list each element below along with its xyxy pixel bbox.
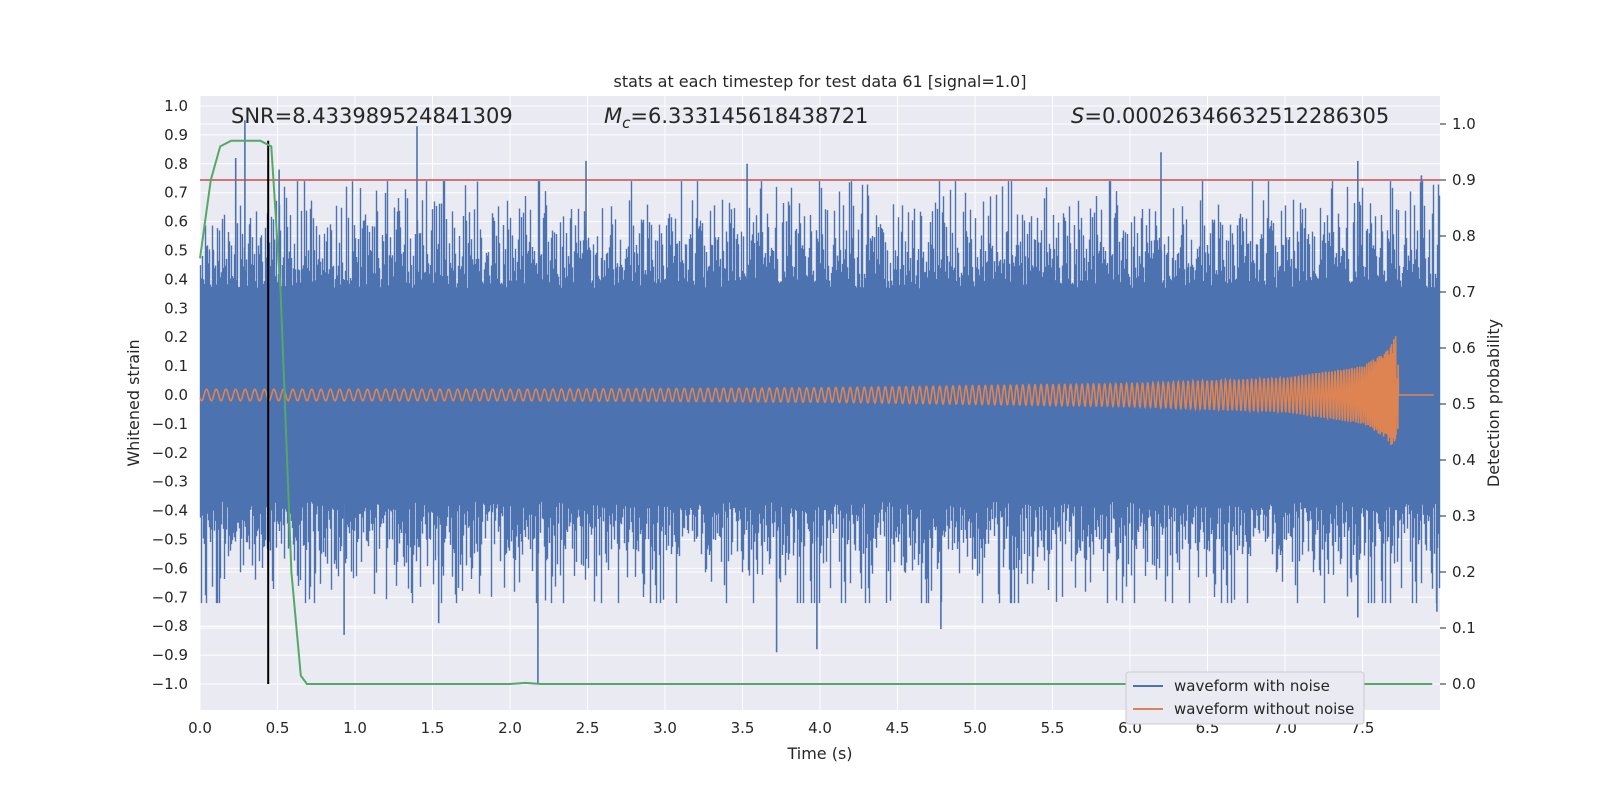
right-tick-label: 0.4 xyxy=(1452,451,1476,469)
y-tick-label: −0.2 xyxy=(152,444,188,462)
x-tick-label: 1.5 xyxy=(421,719,445,737)
right-tick-label: 0.2 xyxy=(1452,563,1476,581)
x-tick-label: 5.0 xyxy=(963,719,987,737)
x-tick-label: 4.0 xyxy=(808,719,832,737)
noise-waveform-peaks xyxy=(234,120,1438,684)
x-tick-label: 0.0 xyxy=(188,719,212,737)
x-tick-label: 3.0 xyxy=(653,719,677,737)
axis-ticks: 1.0 0.9 0.8 0.7 0.6 0.5 0.4 0.3 0.2 0.1 0.0 −0.1 −0.… xyxy=(152,97,1476,737)
y-tick-label: 0.5 xyxy=(164,242,188,260)
right-tick-label: 0.1 xyxy=(1452,619,1476,637)
y-tick-label: 0.9 xyxy=(164,126,188,144)
y-tick-label: −0.4 xyxy=(152,502,188,520)
detection-probability-line xyxy=(199,139,1433,685)
y-tick-label: 1.0 xyxy=(164,97,188,115)
chirp-mass-annotation: Mc=6.333145618438721 xyxy=(604,104,868,132)
mc-value: =6.333145618438721 xyxy=(630,104,868,128)
y-tick-label: 0.8 xyxy=(164,155,188,173)
snr-value: =8.433989524841309 xyxy=(275,104,513,128)
y-tick-label: −0.5 xyxy=(152,531,188,549)
x-tick-label: 2.5 xyxy=(576,719,600,737)
y-tick-label: −0.8 xyxy=(152,617,188,635)
y-axis-label-left: Whitened strain xyxy=(124,339,143,466)
s-annotation: S=0.00026346632512286305 xyxy=(1071,104,1389,128)
legend: waveform with noise waveform without noi… xyxy=(1125,671,1365,725)
snr-annotation: SNR=8.433989524841309 xyxy=(231,104,513,128)
x-tick-label: 2.0 xyxy=(498,719,522,737)
y-tick-label: −1.0 xyxy=(152,675,188,693)
s-value: =0.00026346632512286305 xyxy=(1084,104,1389,128)
legend-label-clean: waveform without noise xyxy=(1174,700,1354,718)
right-tick-label: 0.3 xyxy=(1452,507,1476,525)
right-tick-label: 1.0 xyxy=(1452,115,1476,133)
x-tick-label: 0.5 xyxy=(266,719,290,737)
y-tick-label: −0.3 xyxy=(152,473,188,491)
y-tick-label: 0.7 xyxy=(164,184,188,202)
y-tick-label: 0.6 xyxy=(164,213,188,231)
x-tick-label: 3.5 xyxy=(731,719,755,737)
legend-box xyxy=(1125,671,1365,725)
clean-waveform-path xyxy=(199,336,1434,445)
y-tick-label: −0.9 xyxy=(152,646,188,664)
right-tick-label: 0.5 xyxy=(1452,395,1476,413)
clean-waveform xyxy=(199,336,1434,445)
snr-label: SNR xyxy=(231,104,275,128)
right-tick-label: 0.6 xyxy=(1452,339,1476,357)
mc-label: M xyxy=(604,104,622,128)
x-tick-label: 5.5 xyxy=(1041,719,1065,737)
chart-title: stats at each timestep for test data 61 … xyxy=(614,72,1027,91)
x-tick-label: 1.0 xyxy=(343,719,367,737)
right-tick-label: 0.9 xyxy=(1452,171,1476,189)
y-tick-label: −0.1 xyxy=(152,415,188,433)
right-tick-label: 0.7 xyxy=(1452,283,1476,301)
y-tick-label: 0.0 xyxy=(164,386,188,404)
right-tick-label: 0.8 xyxy=(1452,227,1476,245)
x-tick-label: 4.5 xyxy=(886,719,910,737)
y-tick-label: 0.2 xyxy=(164,328,188,346)
mc-subscript: c xyxy=(622,114,631,132)
overlay-lines xyxy=(199,139,1440,685)
y-tick-label: 0.3 xyxy=(164,299,188,317)
y-tick-label: 0.4 xyxy=(164,270,188,288)
s-label: S xyxy=(1071,104,1084,128)
y-axis-label-right: Detection probability xyxy=(1484,319,1503,487)
y-tick-label: −0.7 xyxy=(152,588,188,606)
y-tick-label: −0.6 xyxy=(152,559,188,577)
legend-label-noise: waveform with noise xyxy=(1174,677,1330,695)
y-tick-label: 0.1 xyxy=(164,357,188,375)
right-tick-label: 0.0 xyxy=(1452,675,1476,693)
x-axis-label: Time (s) xyxy=(786,744,852,763)
